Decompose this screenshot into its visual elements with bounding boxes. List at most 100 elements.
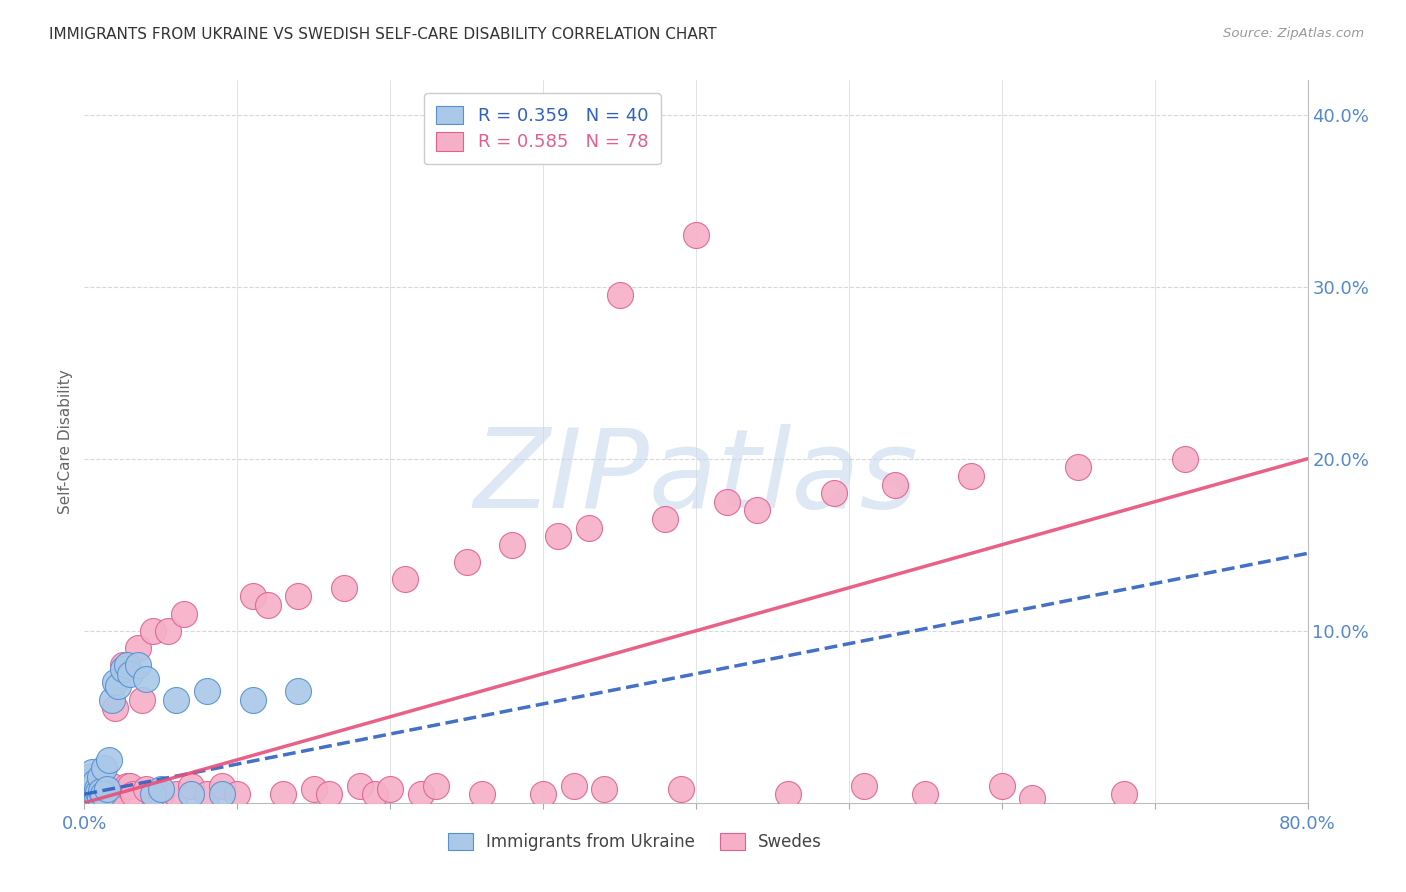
Point	[115, 658, 138, 673]
Point	[79, 770, 101, 784]
Point	[853, 779, 876, 793]
Point	[80, 785, 103, 799]
Point	[87, 779, 110, 793]
Point	[76, 790, 98, 805]
Legend: Immigrants from Ukraine, Swedes: Immigrants from Ukraine, Swedes	[439, 825, 831, 860]
Point	[75, 779, 97, 793]
Point	[991, 779, 1014, 793]
Point	[101, 779, 124, 793]
Text: IMMIGRANTS FROM UKRAINE VS SWEDISH SELF-CARE DISABILITY CORRELATION CHART: IMMIGRANTS FROM UKRAINE VS SWEDISH SELF-…	[49, 27, 717, 42]
Point	[120, 779, 142, 793]
Point	[76, 782, 98, 797]
Point	[84, 775, 107, 789]
Point	[122, 787, 145, 801]
Point	[91, 779, 114, 793]
Point	[1021, 790, 1043, 805]
Point	[107, 787, 129, 801]
Point	[77, 792, 100, 806]
Point	[456, 555, 478, 569]
Point	[195, 684, 218, 698]
Point	[89, 782, 111, 797]
Point	[425, 779, 447, 793]
Point	[165, 787, 187, 801]
Point	[180, 787, 202, 801]
Point	[86, 790, 108, 805]
Point	[195, 787, 218, 801]
Point	[83, 779, 105, 793]
Point	[823, 486, 845, 500]
Point	[77, 775, 100, 789]
Point	[271, 787, 294, 801]
Point	[91, 787, 114, 801]
Point	[135, 672, 157, 686]
Point	[97, 787, 120, 801]
Point	[349, 779, 371, 793]
Point	[89, 770, 111, 784]
Point	[127, 640, 149, 655]
Point	[96, 782, 118, 797]
Point	[76, 790, 98, 805]
Point	[380, 782, 402, 797]
Point	[80, 790, 103, 805]
Point	[87, 785, 110, 799]
Point	[211, 779, 233, 793]
Point	[84, 782, 107, 797]
Point	[394, 572, 416, 586]
Point	[716, 494, 738, 508]
Point	[84, 787, 107, 801]
Point	[149, 787, 172, 801]
Point	[96, 782, 118, 797]
Point	[111, 662, 134, 676]
Point	[287, 684, 309, 698]
Y-axis label: Self-Care Disability: Self-Care Disability	[58, 369, 73, 514]
Point	[79, 770, 101, 784]
Point	[226, 787, 249, 801]
Point	[93, 790, 115, 805]
Point	[562, 779, 585, 793]
Point	[142, 624, 165, 638]
Point	[173, 607, 195, 621]
Point	[89, 790, 111, 805]
Point	[79, 789, 101, 803]
Point	[747, 503, 769, 517]
Point	[165, 692, 187, 706]
Point	[180, 779, 202, 793]
Point	[302, 782, 325, 797]
Point	[1114, 787, 1136, 801]
Point	[142, 787, 165, 801]
Point	[131, 692, 153, 706]
Point	[211, 787, 233, 801]
Point	[101, 692, 124, 706]
Point	[609, 288, 631, 302]
Point	[257, 598, 280, 612]
Point	[333, 581, 356, 595]
Point	[157, 624, 180, 638]
Point	[90, 784, 112, 798]
Point	[77, 775, 100, 789]
Point	[127, 658, 149, 673]
Point	[115, 779, 138, 793]
Text: ZIPatlas: ZIPatlas	[474, 425, 918, 531]
Point	[80, 779, 103, 793]
Point	[107, 679, 129, 693]
Point	[76, 782, 98, 797]
Point	[83, 787, 105, 801]
Point	[883, 477, 905, 491]
Point	[120, 666, 142, 681]
Point	[97, 753, 120, 767]
Point	[409, 787, 432, 801]
Point	[75, 787, 97, 801]
Point	[318, 787, 340, 801]
Point	[960, 469, 983, 483]
Point	[80, 764, 103, 779]
Point	[104, 701, 127, 715]
Point	[79, 789, 101, 803]
Point	[593, 782, 616, 797]
Point	[75, 787, 97, 801]
Point	[654, 512, 676, 526]
Point	[547, 529, 569, 543]
Point	[75, 779, 97, 793]
Point	[471, 787, 494, 801]
Point	[669, 782, 692, 797]
Point	[77, 792, 100, 806]
